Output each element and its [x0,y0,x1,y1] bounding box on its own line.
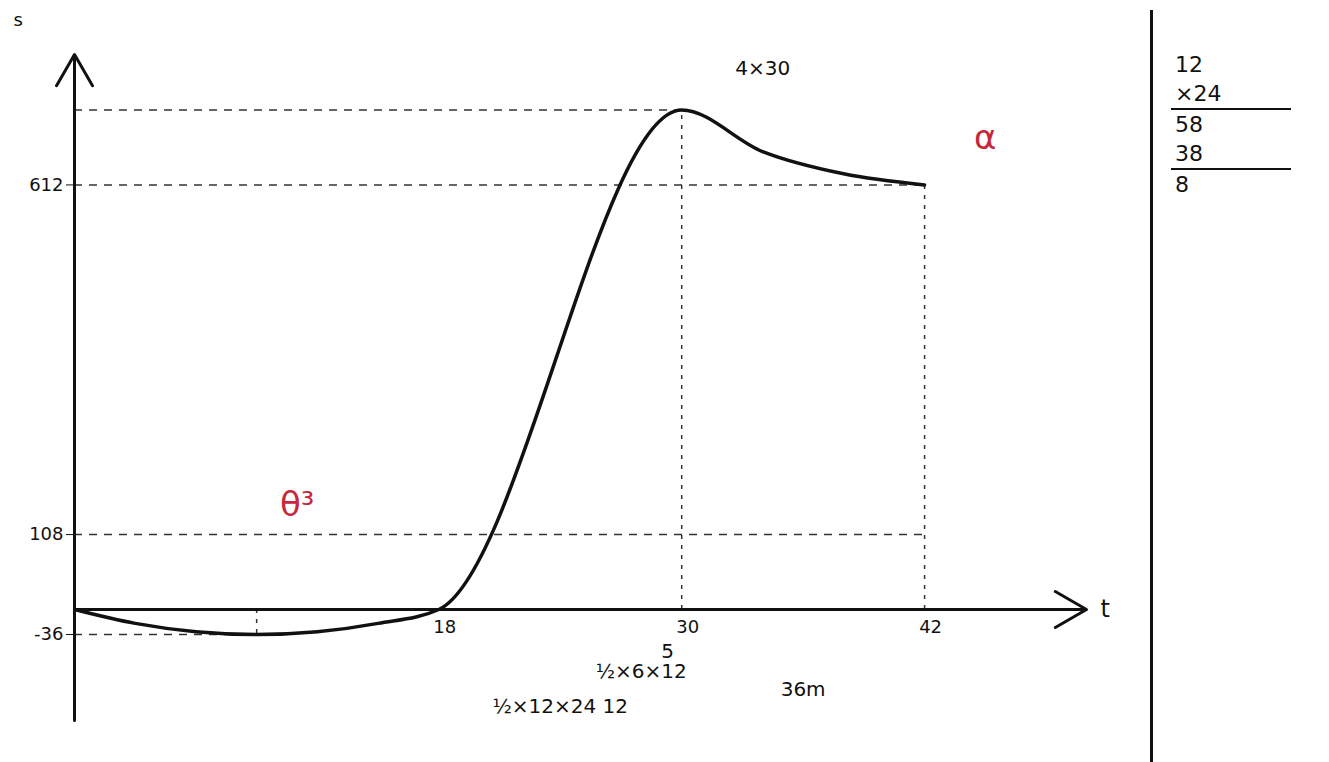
svg-text:30: 30 [676,616,699,637]
svg-text:½×12×24 12: ½×12×24 12 [492,694,628,718]
svg-text:4×30: 4×30 [735,56,790,80]
svg-text:-36: -36 [34,623,63,644]
html-text:58: 58 [1175,112,1203,137]
html-text:12: 12 [1175,52,1203,77]
svg-text:36m: 36m [781,677,826,701]
svg-text:108: 108 [29,523,63,544]
svg-text:θ³: θ³ [280,484,314,524]
html-text:8: 8 [1175,172,1189,197]
svg-text:18: 18 [433,616,456,637]
svg-text:5: 5 [661,638,674,663]
svg-text:α: α [974,117,996,157]
svg-text:½×6×12: ½×6×12 [596,659,687,683]
svg-text:t: t [1101,595,1110,623]
html-text:38: 38 [1175,141,1203,166]
svg-text:612: 612 [29,174,63,195]
svg-text:42: 42 [919,616,942,637]
html-text:×24: ×24 [1175,81,1222,106]
svg-text:s: s [14,10,23,30]
